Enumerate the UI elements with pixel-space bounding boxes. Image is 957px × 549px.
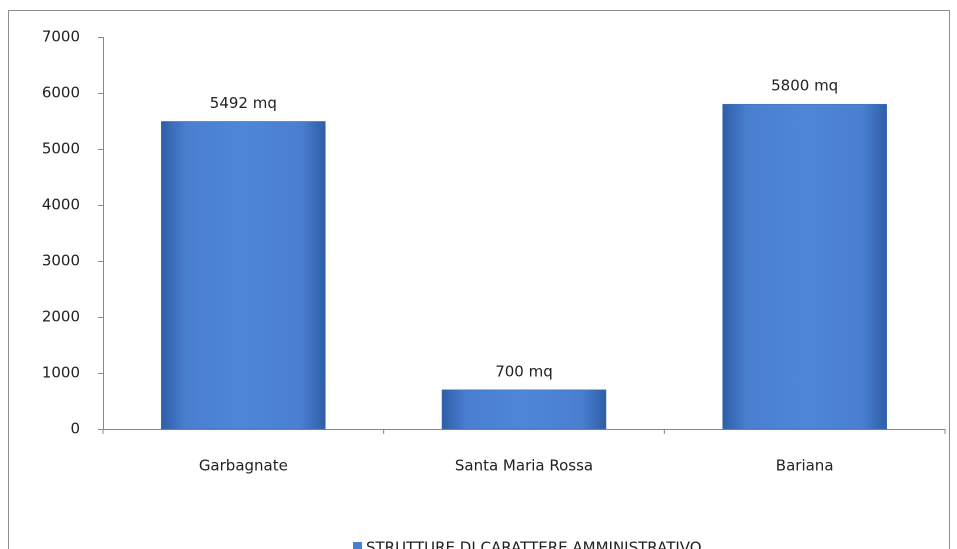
y-tick-label: 0 — [70, 420, 80, 438]
bar — [722, 103, 887, 430]
data-label: 5800 mq — [771, 77, 838, 95]
y-tick-label: 6000 — [42, 84, 80, 102]
data-label: 5492 mq — [210, 94, 277, 112]
y-tick-label: 7000 — [42, 28, 80, 46]
y-tick-label: 2000 — [42, 308, 80, 326]
bar — [161, 121, 326, 430]
legend-label: STRUTTURE DI CARATTERE AMMINISTRATIVO — [366, 539, 702, 549]
x-tick-label: Bariana — [776, 457, 834, 475]
y-tick-label: 1000 — [42, 364, 80, 382]
y-tick-label: 4000 — [42, 196, 80, 214]
y-tick-label: 3000 — [42, 252, 80, 270]
bar — [441, 389, 607, 430]
data-label: 700 mq — [495, 362, 553, 380]
y-tick-label: 5000 — [42, 140, 80, 158]
x-tick-label: Garbagnate — [199, 457, 288, 475]
legend-swatch — [353, 542, 362, 549]
x-tick-label: Santa Maria Rossa — [455, 457, 593, 475]
